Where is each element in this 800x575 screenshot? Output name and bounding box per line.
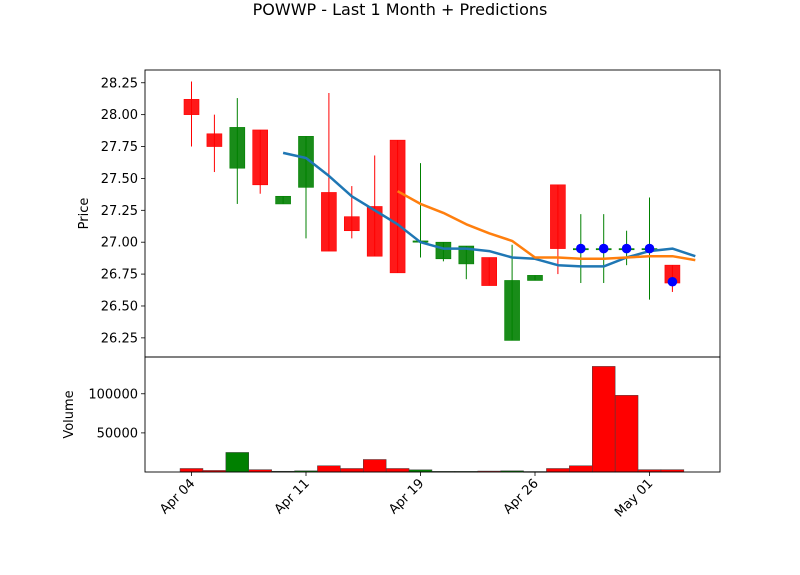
volume-bar — [614, 395, 639, 473]
candle-body — [252, 129, 268, 186]
price-y-tick-label: 27.50 — [101, 172, 138, 187]
price-y-tick-label: 27.75 — [101, 140, 138, 155]
volume-bar — [546, 468, 570, 473]
candle-body — [458, 245, 475, 265]
price-y-tick-label: 26.75 — [101, 268, 138, 283]
series-line — [396, 190, 696, 262]
candle-body — [527, 275, 543, 281]
x-tick-label: May 01 — [612, 476, 656, 520]
volume-bar — [340, 468, 364, 473]
candle-body — [389, 139, 406, 274]
price-panel: 26.25 26.50 26.75 27.00 27.25 27.50 27.75 28.00… — [77, 69, 721, 358]
candle-body — [229, 127, 246, 169]
x-tick-label: Apr 11 — [272, 476, 313, 517]
volume-bar — [225, 452, 250, 473]
price-y-tick-label: 27.25 — [101, 204, 138, 219]
price-y-tick-label: 26.50 — [101, 299, 138, 314]
volume-panel-frame — [144, 356, 721, 473]
candle-body — [321, 192, 337, 252]
volume-panel: 50000 100000 Volume — [62, 356, 721, 473]
candle-body — [366, 206, 383, 257]
prediction-marker — [667, 276, 678, 287]
volume-y-tick-label: 50000 — [97, 426, 138, 441]
x-tick-label: Apr 26 — [501, 476, 542, 517]
x-tick-label: Apr 04 — [157, 476, 198, 517]
x-tick-label: Apr 19 — [386, 476, 427, 517]
x-axis: Apr 04 Apr 11 Apr 19 Apr 26 May 01 — [157, 472, 656, 520]
volume-bar — [179, 468, 204, 473]
candle-body — [206, 133, 223, 147]
candle-body — [550, 184, 566, 249]
volume-bar — [317, 465, 341, 473]
price-y-tick-label: 27.00 — [101, 236, 138, 251]
prediction-marker — [644, 243, 655, 254]
volume-y-tick-label: 100000 — [88, 387, 138, 402]
price-panel-frame — [144, 69, 721, 358]
prediction-marker — [621, 243, 632, 254]
volume-bar — [363, 459, 387, 473]
candle-body — [298, 136, 314, 188]
volume-bar — [569, 465, 593, 473]
candle-body — [183, 99, 200, 115]
prediction-marker — [576, 243, 586, 254]
chart-title: POWWP - Last 1 Month + Predictions — [252, 0, 548, 19]
candle-body — [343, 216, 360, 232]
volume-bar — [385, 468, 410, 473]
price-y-tick-label: 26.25 — [101, 331, 138, 346]
price-y-axis-label: Price — [77, 198, 92, 230]
volume-bar — [592, 366, 616, 473]
price-y-tick-label: 28.00 — [101, 108, 138, 123]
volume-y-axis-label: Volume — [62, 390, 77, 438]
prediction-marker — [598, 243, 609, 254]
candle-body — [435, 241, 452, 260]
candle-body — [481, 257, 498, 286]
candle-body — [504, 280, 520, 341]
price-y-tick-label: 28.25 — [101, 76, 138, 91]
candle-body — [275, 195, 291, 205]
